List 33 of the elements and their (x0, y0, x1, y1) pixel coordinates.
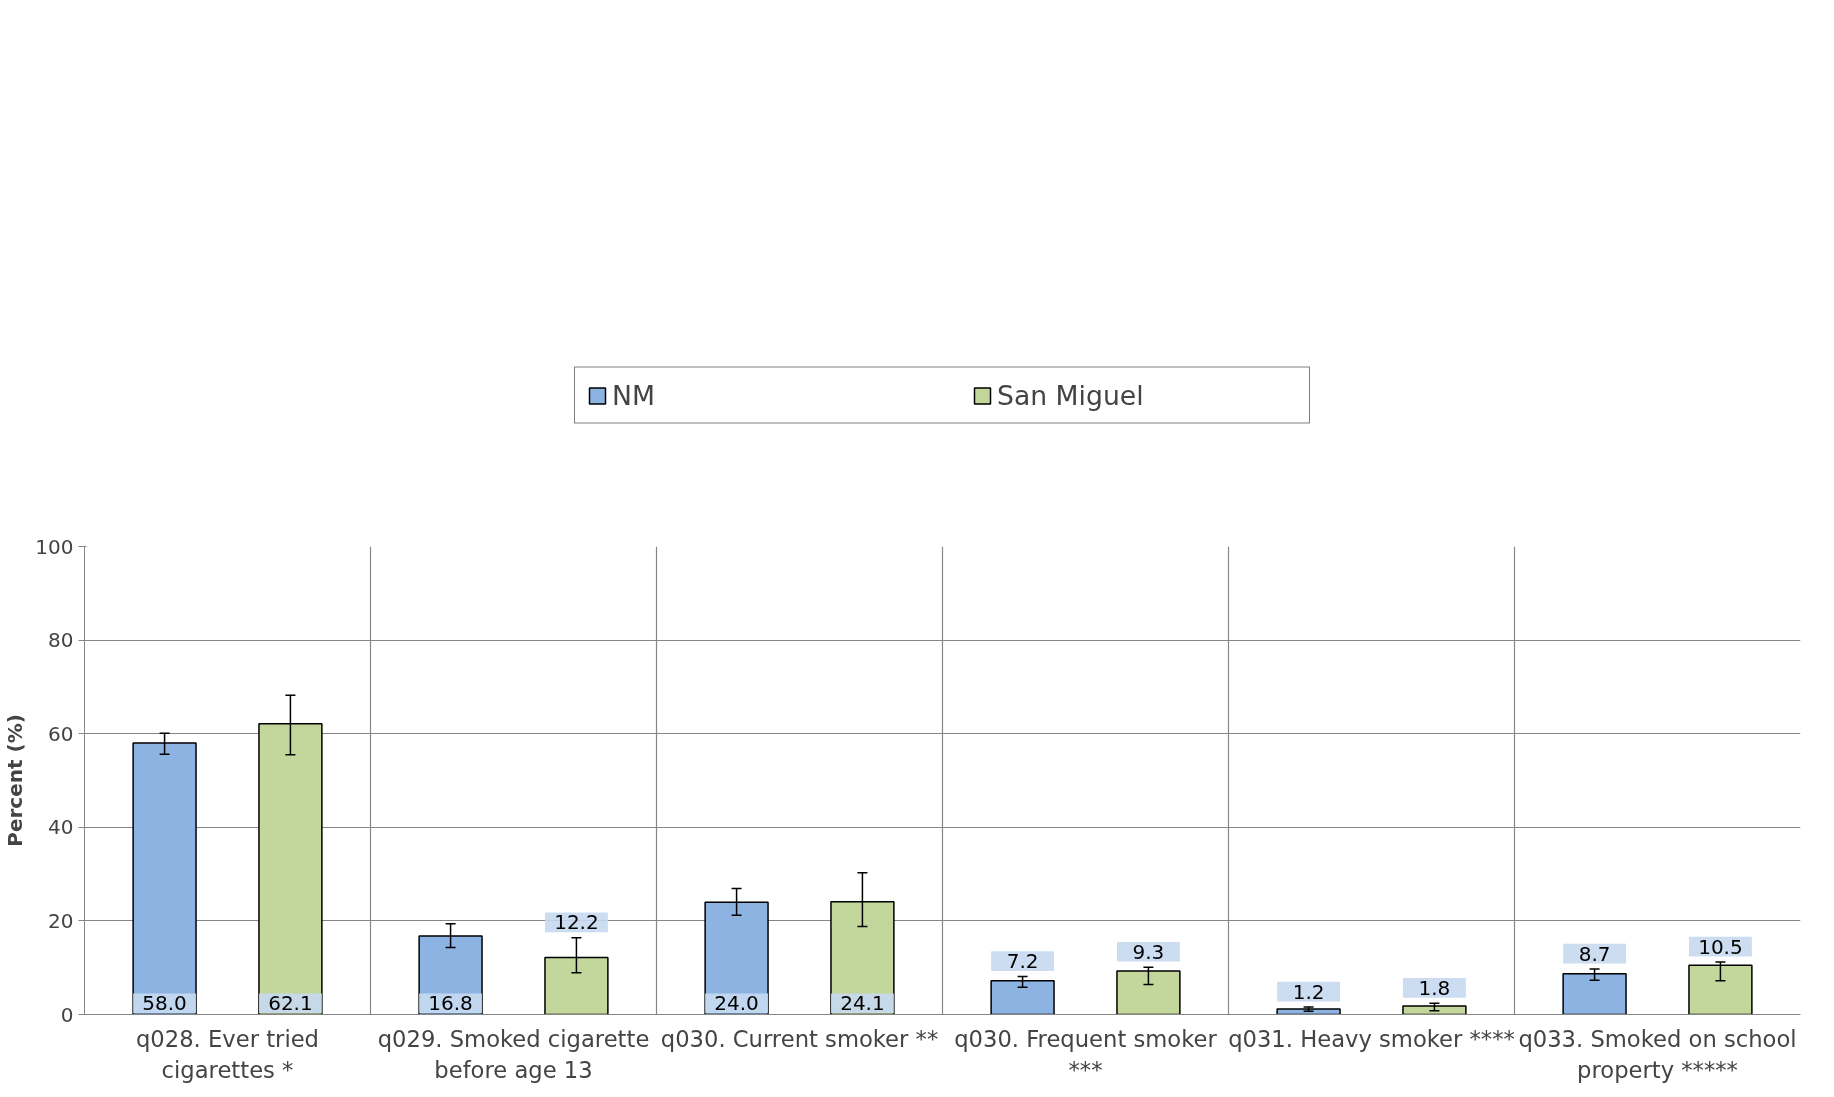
legend-label: San Miguel (997, 379, 1145, 411)
data-label: 1.8 (1418, 975, 1451, 1000)
legend-label: NM (612, 379, 656, 411)
data-label: 7.2 (1006, 949, 1039, 974)
x-tick-label: q029. Smoked cigarette before age 13 (377, 1025, 650, 1083)
y-tick-label: 20 (48, 908, 74, 933)
y-tick-label: 100 (35, 534, 74, 559)
data-label: 9.3 (1132, 939, 1165, 964)
data-label: 16.8 (428, 991, 473, 1016)
y-axis-title: Percent (%) (3, 714, 28, 847)
data-label: 58.0 (142, 991, 187, 1016)
y-tick-label: 0 (60, 1002, 74, 1027)
data-label: 24.0 (714, 991, 759, 1016)
data-label: 8.7 (1578, 941, 1611, 966)
y-tick-label: 60 (48, 721, 74, 746)
data-label: 10.5 (1698, 934, 1743, 959)
y-tick-label: 80 (48, 628, 74, 653)
y-tick-label: 40 (48, 815, 74, 840)
bar (1402, 1005, 1467, 1015)
data-label: 24.1 (840, 991, 885, 1016)
x-tick-label: q030. Current smoker ** (660, 1025, 939, 1052)
x-tick-label: q030. Frequent smoker *** (954, 1025, 1218, 1083)
x-tick-label: q033. Smoked on school property ***** (1518, 1025, 1797, 1083)
data-label: 62.1 (268, 991, 313, 1016)
x-tick-label: q028. Ever tried cigarettes * (135, 1025, 320, 1083)
data-label: 12.2 (554, 910, 599, 935)
bar (1276, 1008, 1341, 1015)
bar (1562, 973, 1627, 1015)
x-tick-label: q031. Heavy smoker **** (1228, 1025, 1515, 1052)
bar (1116, 970, 1181, 1015)
data-label: 1.2 (1292, 979, 1325, 1004)
bar (990, 980, 1055, 1015)
bar (1688, 964, 1753, 1015)
